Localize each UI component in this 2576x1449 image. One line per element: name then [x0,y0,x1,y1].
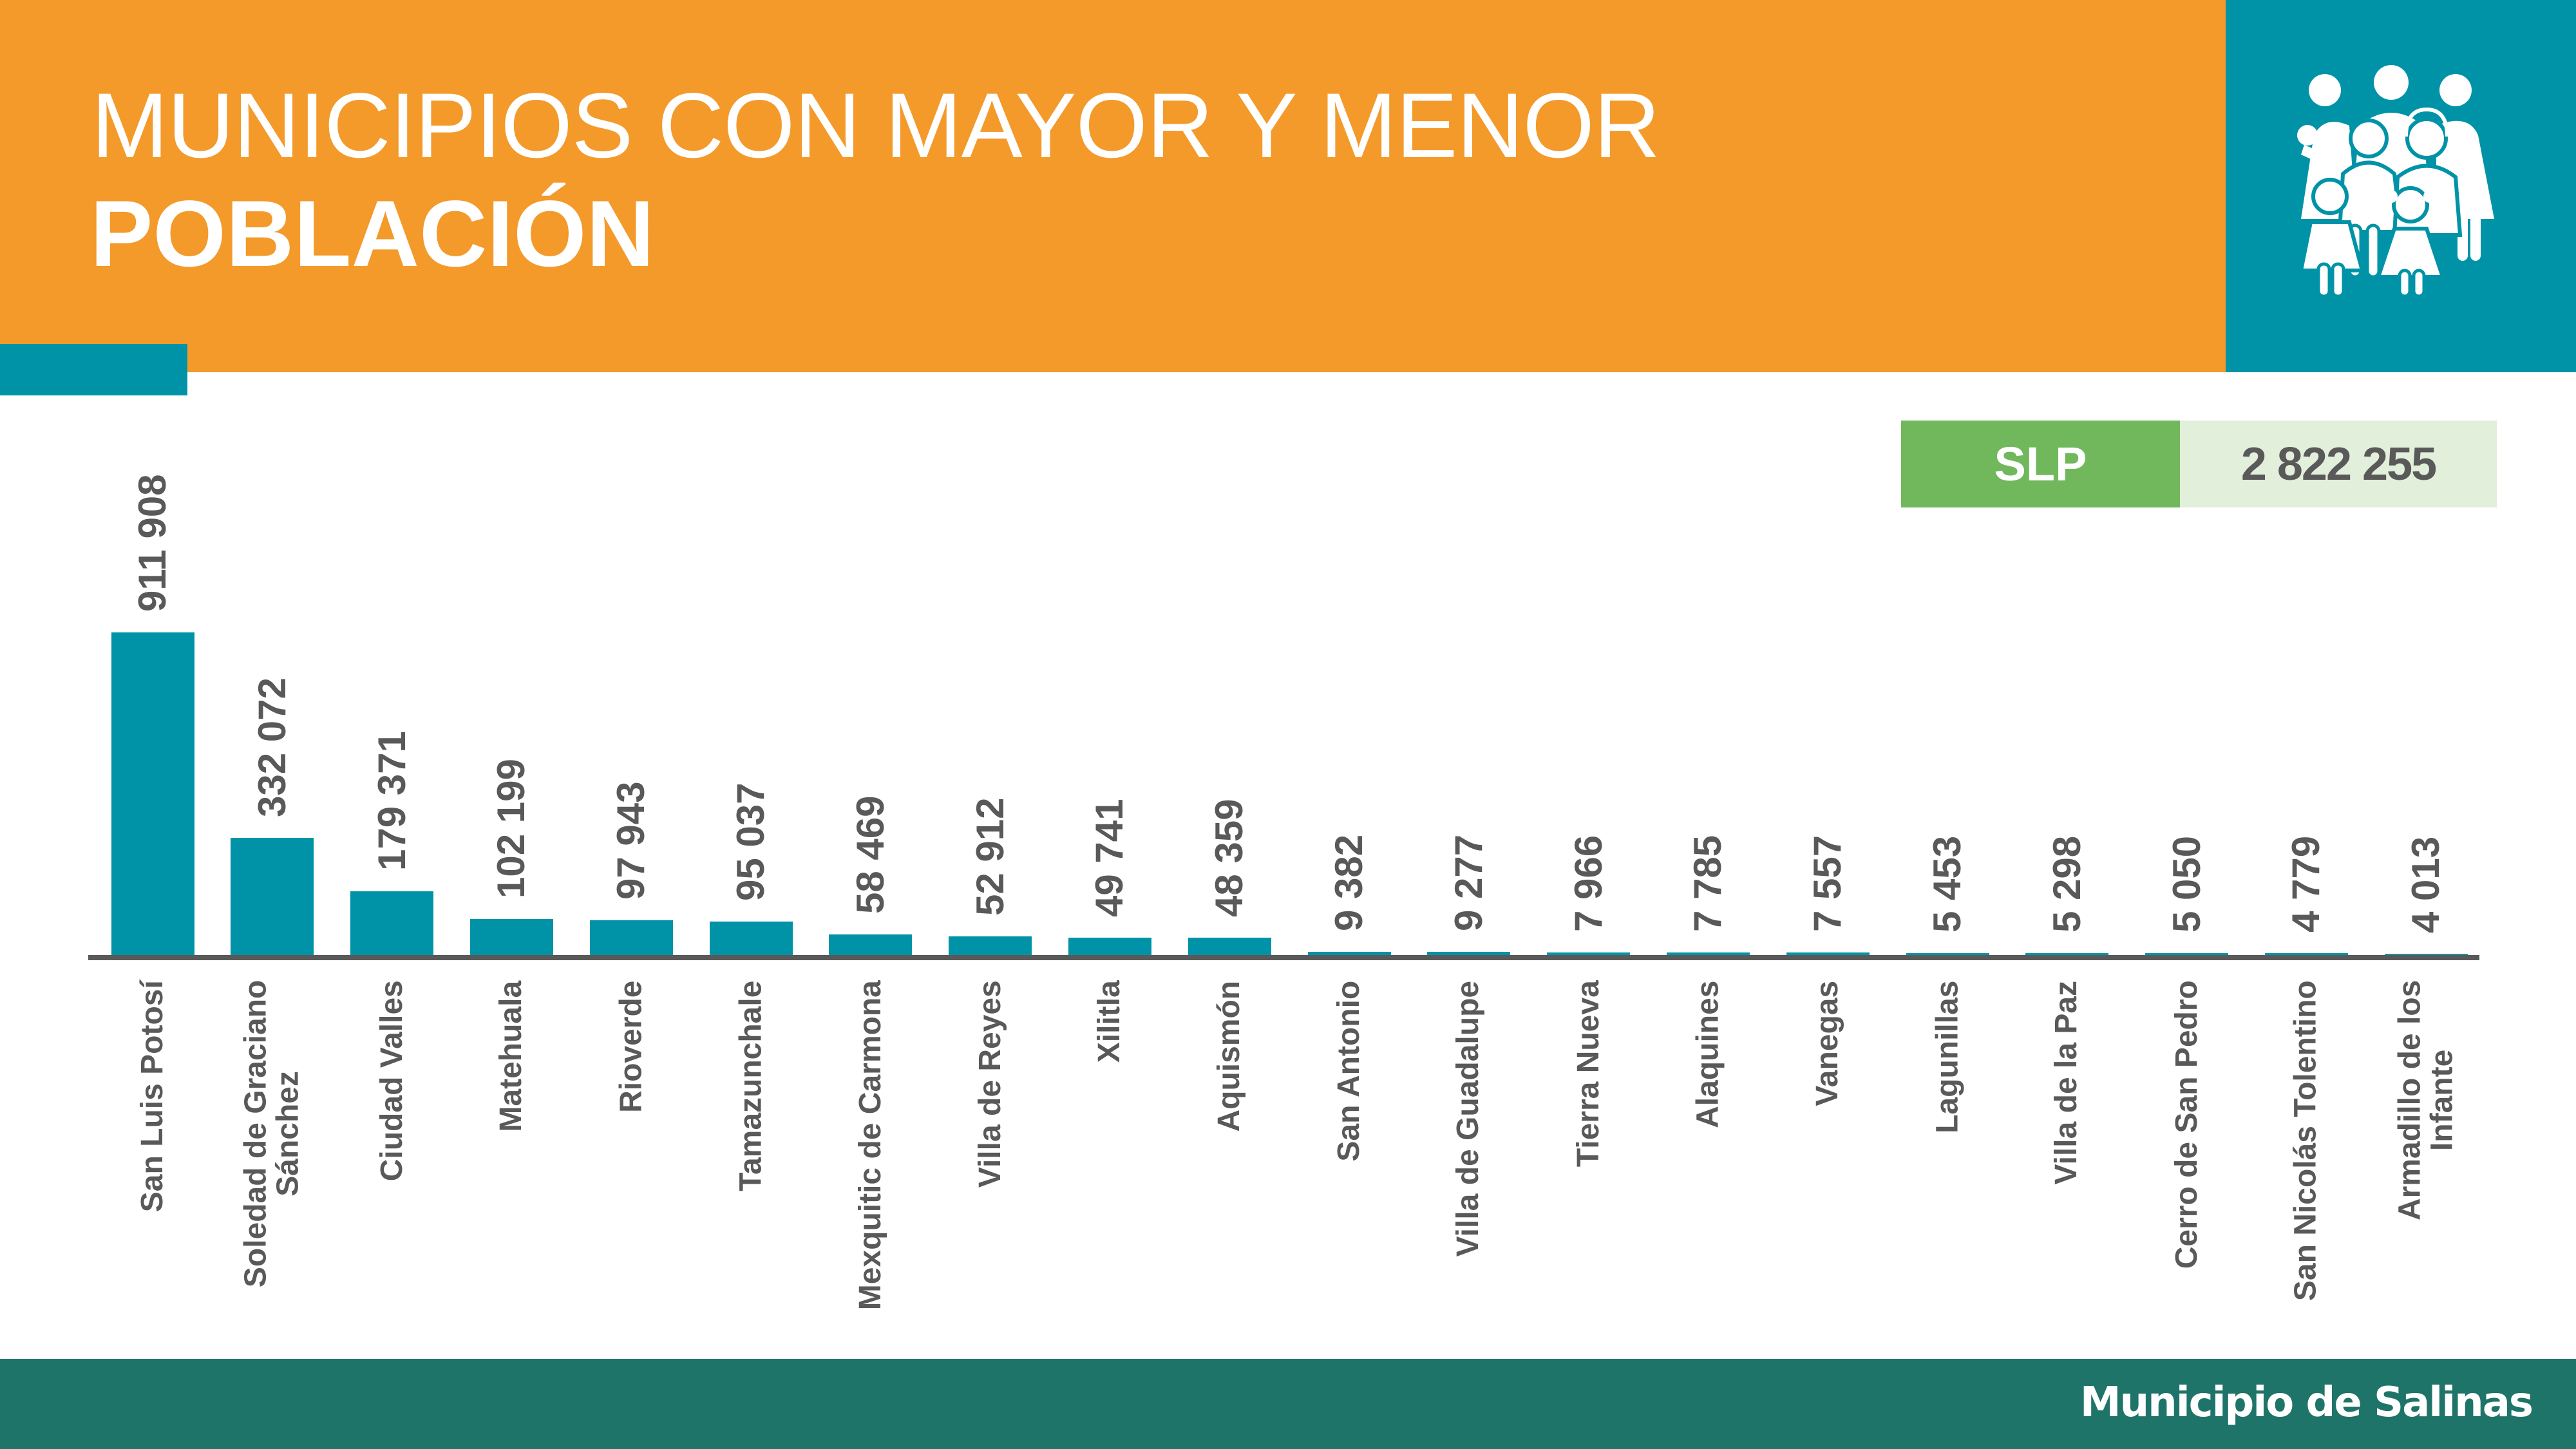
bar-value-text: 49 741 [1088,799,1132,917]
category-label-text: Soledad de Graciano Sánchez [238,980,306,1288]
category-label-text: Cerro de San Pedro [2169,980,2204,1269]
category-label-text: Armadillo de los Infante [2392,980,2459,1221]
bar-value-text: 7 966 [1566,835,1610,932]
bar-value-text: 7 557 [1806,835,1850,932]
family-people-icon [2297,65,2494,296]
category-label-text: San Nicolás Tolentino [2289,980,2324,1302]
bar-value-text: 5 298 [2045,835,2088,933]
bar-value-text: 102 199 [489,759,533,898]
x-axis-line [88,955,2479,960]
bar-value-text: 95 037 [729,782,772,901]
bar [1307,952,1391,955]
bar-value-text: 332 072 [250,677,294,817]
bar [1547,952,1631,955]
category-label-text: Villa de la Paz [2049,980,2084,1185]
bar [949,936,1032,955]
bar [829,934,913,955]
bar [1906,953,1989,955]
icon-panel [2226,0,2576,372]
bar-value-text: 4 779 [2284,835,2328,933]
population-bar-chart: 911 908 San Luis Potosí 332 072 Soledad de … [88,474,2479,1311]
category-label-text: Villa de Guadalupe [1451,980,1486,1256]
bar [1068,938,1151,955]
bar-value-text: 179 371 [370,731,413,871]
bar [1786,952,1870,955]
state-total-label: SLP [1901,421,2180,507]
header-banner: MUNICIPIOS CON MAYOR Y MENOR POBLACIÓN [0,0,2226,372]
category-label-text: Matehuala [494,980,529,1132]
category-label-text: Villa de Reyes [972,980,1007,1188]
category-label-text: San Luis Potosí [135,980,169,1213]
footer-municipality-name: Municipio de Salinas [2079,1379,2533,1426]
bar [2264,953,2348,955]
bar-value-text: 97 943 [609,781,653,900]
category-label-text: Tierra Nueva [1571,980,1605,1168]
accent-strip [0,344,187,395]
footer-bar: Municipio de Salinas [0,1359,2576,1449]
bar [1666,952,1750,955]
state-total-value: 2 822 255 [2180,421,2497,507]
category-label-text: Rioverde [614,980,649,1113]
bar [231,838,314,955]
category-label-text: Mexquitic de Carmona [853,980,887,1311]
bar-value-text: 52 912 [968,797,1012,916]
bar [589,920,673,955]
category-label-text: Aquismón [1211,980,1246,1132]
bar [1188,938,1271,955]
bar-value-text: 9 382 [1327,834,1370,931]
bar-value-text: 58 469 [848,795,892,914]
bar [350,891,434,955]
bar-value-text: 911 908 [131,474,174,612]
category-label-text: Lagunillas [1929,980,1964,1133]
category-label-text: San Antonio [1331,980,1366,1162]
bar-value-text: 48 359 [1208,799,1251,917]
category-label-text: Alaquines [1690,980,1725,1128]
bar [2384,954,2468,955]
bar-value-text: 5 050 [2164,835,2208,933]
bar [2025,953,2109,955]
bar-value-text: 5 453 [1926,835,1969,933]
bar [709,922,793,955]
bar [1427,952,1511,955]
state-total-box: SLP 2 822 255 [1901,421,2497,507]
category-label-text: Ciudad Valles [374,980,409,1182]
category-label-text: Tamazunchale [733,980,768,1191]
bar [2145,953,2229,955]
bar [111,632,194,955]
category-label-text: Xilitla [1092,980,1127,1063]
page-title-line1: MUNICIPIOS CON MAYOR Y MENOR [91,75,1660,177]
bar-value-text: 4 013 [2404,836,2448,933]
bar-value-text: 9 277 [1446,834,1490,931]
bar-value-text: 7 785 [1686,835,1730,932]
page-title-line2: POBLACIÓN [90,181,654,286]
bar [469,919,553,955]
category-label-text: Vanegas [1810,980,1844,1106]
